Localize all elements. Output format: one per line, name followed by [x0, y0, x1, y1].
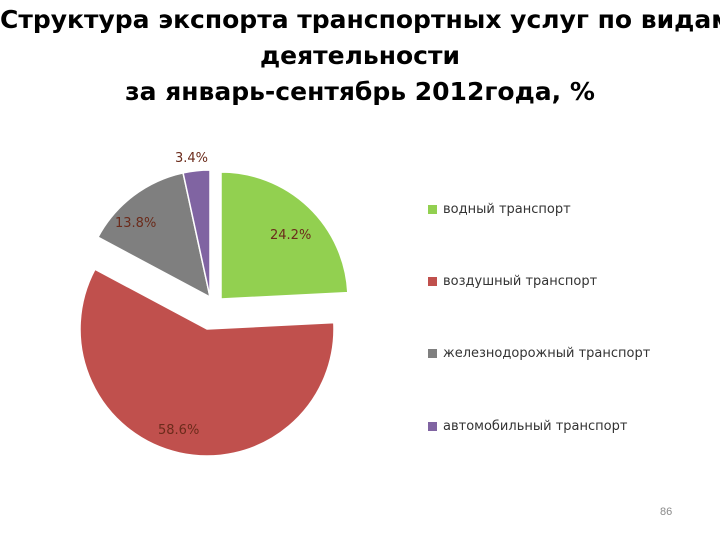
legend-label-rail: железнодорожный транспорт	[443, 346, 651, 361]
pie-slice-road	[182, 169, 211, 298]
slice-label-road: 3.4%	[175, 151, 209, 166]
slice-label-rail: 13.8%	[115, 216, 157, 231]
legend-item-water: водный транспорт	[428, 202, 571, 217]
legend-item-air: воздушный транспорт	[428, 274, 597, 289]
chart-title-line-3: за январь-сентябрь 2012года, %	[125, 77, 595, 106]
chart-title-line-1: Структура экспорта транспортных услуг по…	[0, 5, 720, 34]
legend-swatch-rail	[428, 349, 437, 358]
chart-title: Структура экспорта транспортных услуг по…	[0, 2, 720, 110]
legend-label-air: воздушный транспорт	[443, 274, 598, 289]
pie-slice-rail	[96, 171, 212, 299]
slice-label-water: 24.2%	[270, 228, 312, 243]
legend-label-road: автомобильный транспорт	[443, 419, 628, 434]
legend-item-rail: железнодорожный транспорт	[428, 346, 650, 361]
pie-slice-air	[79, 268, 335, 457]
chart-title-line-2: деятельности	[259, 41, 461, 70]
slice-label-air: 58.6%	[158, 423, 200, 438]
chart-legend: водный транспорт воздушный транспорт жел…	[428, 0, 720, 540]
pie-slice-water	[220, 171, 349, 300]
legend-label-water: водный транспорт	[443, 202, 571, 217]
legend-swatch-water	[428, 205, 437, 214]
legend-swatch-air	[428, 277, 437, 286]
legend-swatch-road	[428, 422, 437, 431]
page-number: 86	[660, 506, 673, 518]
legend-item-road: автомобильный транспорт	[428, 419, 627, 434]
